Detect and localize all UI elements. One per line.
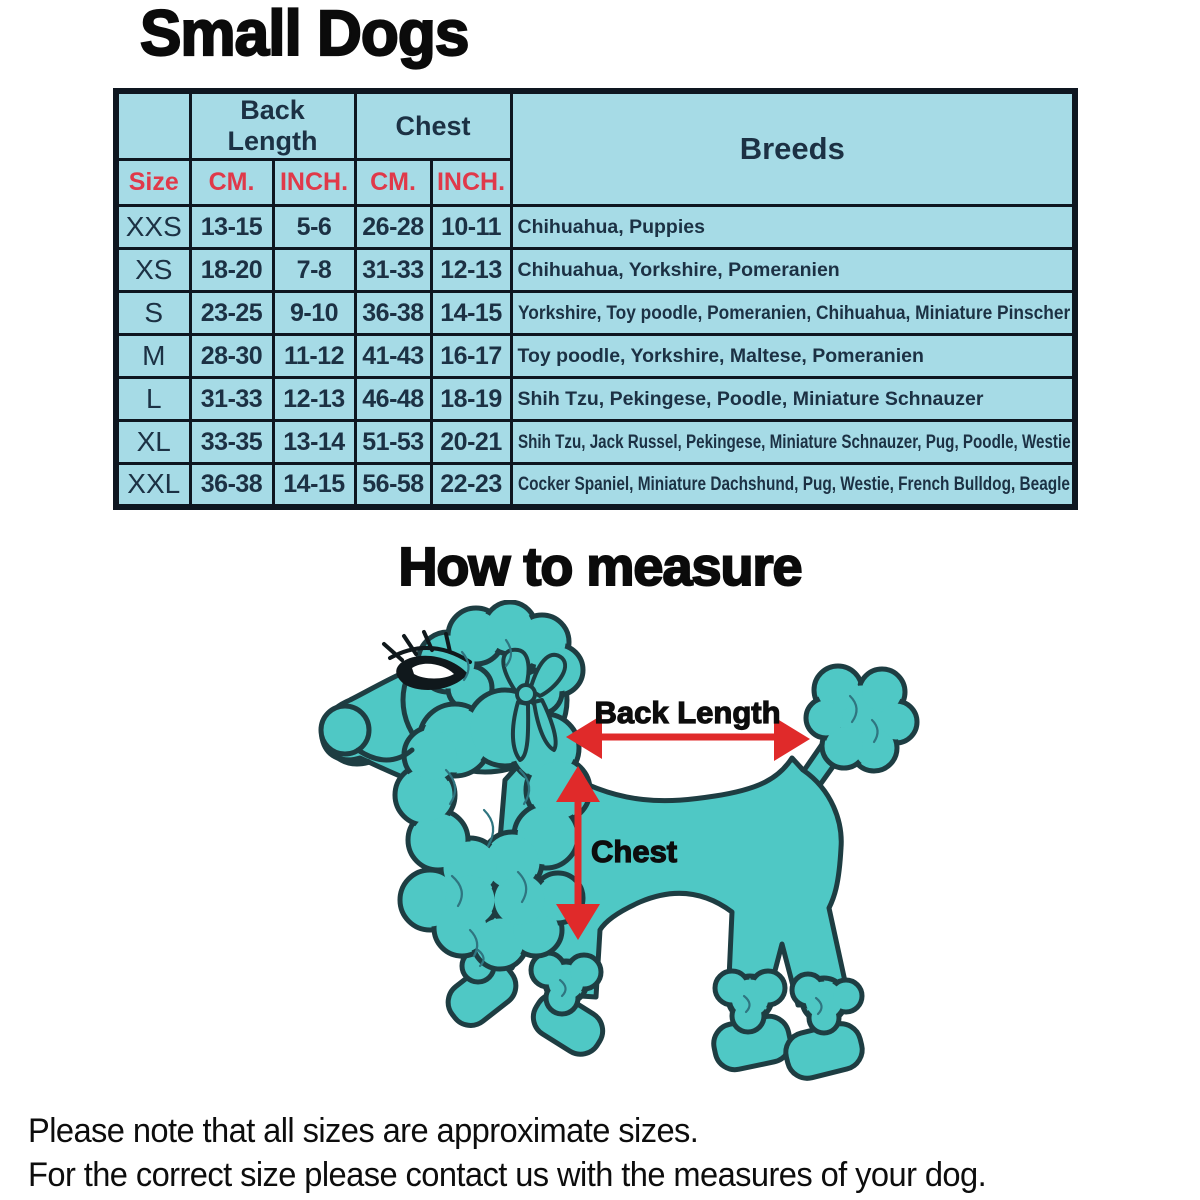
- cell-breeds: Toy poodle, Yorkshire, Maltese, Pomerani…: [509, 333, 1077, 379]
- breeds-text: Chihuahua, Puppies: [517, 215, 705, 238]
- chest-cm-header: CM.: [353, 158, 433, 207]
- table-row: XS 18-20 7-8 31-33 12-13 Chihuahua, Yorkshire…: [114, 247, 1077, 293]
- cell-chest-cm: 26-28: [353, 204, 433, 250]
- chest-inch-header: INCH.: [429, 158, 513, 207]
- cell-size: L: [114, 376, 192, 422]
- cell-breeds: Cocker Spaniel, Miniature Dachshund, Pug…: [509, 462, 1077, 508]
- how-to-measure-title: How to measure: [397, 536, 803, 598]
- table-row: M 28-30 11-12 41-43 16-17 Toy poodle, Yorkshi…: [114, 333, 1077, 379]
- table-row: XXS 13-15 5-6 26-28 10-11 Chihuahua, Puppies: [114, 204, 1077, 250]
- cell-chest-inch: 14-15: [429, 290, 513, 336]
- tail-pom: [803, 663, 920, 774]
- cell-back-cm: 33-35: [188, 419, 275, 465]
- cell-chest-cm: 41-43: [353, 333, 433, 379]
- table-row: XL 33-35 13-14 51-53 20-21 Shih Tzu, Jack Rus…: [114, 419, 1077, 465]
- cell-back-cm: 13-15: [188, 204, 275, 250]
- size-table-container: Back Length Chest Breeds Size CM. INCH. …: [113, 88, 1079, 510]
- cell-size: XS: [114, 247, 192, 293]
- hind-near-cuff: [712, 968, 788, 1035]
- table-row: XXL 36-38 14-15 56-58 22-23 Cocker Spaniel, M…: [114, 462, 1077, 508]
- corner-cell: [114, 89, 192, 161]
- note-line-2: For the correct size please contact us w…: [28, 1156, 987, 1194]
- cell-back-inch: 5-6: [271, 204, 357, 250]
- under-nose-line: [327, 747, 371, 767]
- breeds-header: Breeds: [509, 89, 1077, 207]
- smile-line: [355, 747, 415, 763]
- cell-back-cm: 28-30: [188, 333, 275, 379]
- size-header: Size: [114, 158, 192, 207]
- cell-size: M: [114, 333, 192, 379]
- cell-back-inch: 11-12: [271, 333, 357, 379]
- cell-size: XXL: [114, 462, 192, 508]
- breeds-text: Cocker Spaniel, Miniature Dachshund, Pug…: [517, 472, 1070, 495]
- cell-chest-inch: 20-21: [429, 419, 513, 465]
- cell-breeds: Chihuahua, Yorkshire, Pomeranien: [509, 247, 1077, 293]
- back-length-label: Back Length: [594, 694, 781, 730]
- cell-chest-cm: 56-58: [353, 462, 433, 508]
- eye-gleam: [412, 663, 454, 679]
- chest-label: Chest: [590, 833, 678, 869]
- nose: [318, 703, 372, 757]
- back-length-arrow: [566, 715, 810, 761]
- breeds-text: Shih Tzu, Pekingese, Poodle, Miniature S…: [517, 387, 984, 410]
- eyelashes: [382, 630, 472, 664]
- table-sub-header-row: Size CM. INCH. CM. INCH.: [114, 158, 1075, 207]
- cell-chest-cm: 31-33: [353, 247, 433, 293]
- size-table: Back Length Chest Breeds Size CM. INCH. …: [113, 88, 1079, 510]
- cell-back-inch: 9-10: [271, 290, 357, 336]
- page-title: Small Dogs: [139, 0, 470, 70]
- chest-group-header: Chest: [353, 89, 513, 161]
- cell-back-cm: 23-25: [188, 290, 275, 336]
- back-cm-header: CM.: [188, 158, 275, 207]
- breeds-text: Shih Tzu, Jack Russel, Pekingese, Miniat…: [517, 430, 1071, 453]
- fur-curls: [444, 638, 879, 1016]
- hind-far-cuff: [789, 971, 865, 1036]
- table-row: L 31-33 12-13 46-48 18-19 Shih Tzu, Pekingese…: [114, 376, 1077, 422]
- chest-arrow: [556, 766, 600, 940]
- cell-size: XXS: [114, 204, 192, 250]
- cell-back-inch: 12-13: [271, 376, 357, 422]
- cell-back-cm: 36-38: [188, 462, 275, 508]
- cell-breeds: Shih Tzu, Pekingese, Poodle, Miniature S…: [509, 376, 1077, 422]
- cell-back-inch: 7-8: [271, 247, 357, 293]
- breeds-text: Toy poodle, Yorkshire, Maltese, Pomerani…: [517, 344, 924, 367]
- cell-back-cm: 18-20: [188, 247, 275, 293]
- table-group-header-row: Back Length Chest Breeds: [114, 89, 1077, 207]
- poodle-illustration: [318, 600, 920, 1081]
- cell-chest-inch: 16-17: [429, 333, 513, 379]
- size-table-body: XXS 13-15 5-6 26-28 10-11 Chihuahua, Puppies X…: [114, 204, 1077, 508]
- cell-size: S: [114, 290, 192, 336]
- cell-size: XL: [114, 419, 192, 465]
- cell-back-cm: 31-33: [188, 376, 275, 422]
- cell-chest-inch: 12-13: [429, 247, 513, 293]
- note-line-1: Please note that all sizes are approxima…: [28, 1112, 699, 1150]
- cell-chest-cm: 46-48: [353, 376, 433, 422]
- cell-chest-inch: 22-23: [429, 462, 513, 508]
- back-length-group-header: Back Length: [188, 89, 357, 161]
- cell-back-inch: 14-15: [271, 462, 357, 508]
- breeds-text: Chihuahua, Yorkshire, Pomeranien: [517, 258, 840, 281]
- table-row: S 23-25 9-10 36-38 14-15 Yorkshire, Toy poodl…: [114, 290, 1077, 336]
- cell-back-inch: 13-14: [271, 419, 357, 465]
- back-inch-header: INCH.: [271, 158, 357, 207]
- cell-breeds: Chihuahua, Puppies: [509, 204, 1077, 250]
- cell-chest-cm: 51-53: [353, 419, 433, 465]
- cell-breeds: Yorkshire, Toy poodle, Pomeranien, Chihu…: [509, 290, 1077, 336]
- breeds-text: Yorkshire, Toy poodle, Pomeranien, Chihu…: [517, 301, 1070, 324]
- cell-breeds: Shih Tzu, Jack Russel, Pekingese, Miniat…: [509, 419, 1077, 465]
- cell-chest-inch: 10-11: [429, 204, 513, 250]
- cell-chest-inch: 18-19: [429, 376, 513, 422]
- cell-chest-cm: 36-38: [353, 290, 433, 336]
